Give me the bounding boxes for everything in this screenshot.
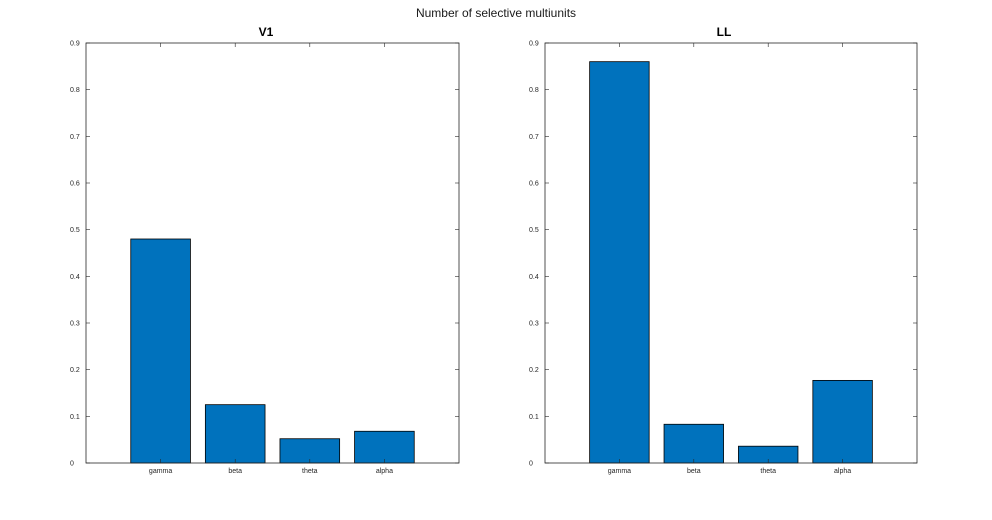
y-tick-label: 0.1 <box>529 414 539 421</box>
panel-title-ll: LL <box>717 25 732 39</box>
y-tick-label: 0.2 <box>70 367 80 374</box>
x-tick-label: theta <box>302 468 318 475</box>
figure-suptitle: Number of selective multiunits <box>416 6 576 20</box>
x-tick-label: alpha <box>834 468 851 475</box>
bar-alpha <box>354 430 415 464</box>
bar-alpha <box>812 379 873 464</box>
y-tick-label: 0.7 <box>529 134 539 141</box>
y-tick-label: 0.7 <box>70 134 80 141</box>
y-tick-label: 0 <box>529 461 533 468</box>
y-tick-label: 0.8 <box>529 87 539 94</box>
x-tick-label: beta <box>228 468 242 475</box>
x-tick-label: gamma <box>608 468 631 475</box>
y-tick-label: 0.4 <box>70 274 80 281</box>
bar-beta <box>204 404 266 464</box>
bars-ll <box>589 61 873 464</box>
x-tick-label: gamma <box>149 468 172 475</box>
bar-gamma <box>589 61 650 464</box>
x-tick-label: beta <box>687 468 701 475</box>
y-tick-label: 0.3 <box>529 321 539 328</box>
y-tick-label: 0.5 <box>70 227 80 234</box>
y-tick-label: 0.2 <box>529 367 539 374</box>
x-tick-label: theta <box>760 468 776 475</box>
y-tick-label: 0.6 <box>529 181 539 188</box>
y-tick-label: 0.4 <box>529 274 539 281</box>
y-tick-label: 0.9 <box>70 41 80 48</box>
y-tick-label: 0.8 <box>70 87 80 94</box>
y-tick-label: 0.6 <box>70 181 80 188</box>
axes-box-v1 <box>85 42 460 464</box>
y-tick-label: 0.5 <box>529 227 539 234</box>
ticks-ll: 0 0.1 0.2 0.3 0.4 0.5 0.6 0.7 0.8 0.9 gamma beta the… <box>529 41 917 475</box>
y-tick-label: 0.1 <box>70 414 80 421</box>
bar-beta <box>663 423 724 464</box>
panel-title-v1: V1 <box>259 25 274 39</box>
y-tick-label: 0.3 <box>70 321 80 328</box>
bar-theta <box>279 438 341 464</box>
axes-box-ll <box>544 42 918 464</box>
bar-gamma <box>130 238 191 464</box>
bars-v1 <box>130 238 415 464</box>
x-tick-label: alpha <box>376 468 393 475</box>
ticks-v1: 0 0.1 0.2 0.3 0.4 0.5 0.6 0.7 0.8 0.9 gamma beta the… <box>70 41 459 475</box>
y-tick-label: 0.9 <box>529 41 539 48</box>
panel-v1: V1 0 0.1 0.2 0.3 0.4 0.5 0.6 0.7 0.8 0.9 gamma beta… <box>70 25 460 475</box>
y-tick-label: 0 <box>70 461 74 468</box>
panel-ll: LL 0 0.1 0.2 0.3 0.4 0.5 0.6 0.7 0.8 0.9 gamma beta… <box>529 25 918 475</box>
